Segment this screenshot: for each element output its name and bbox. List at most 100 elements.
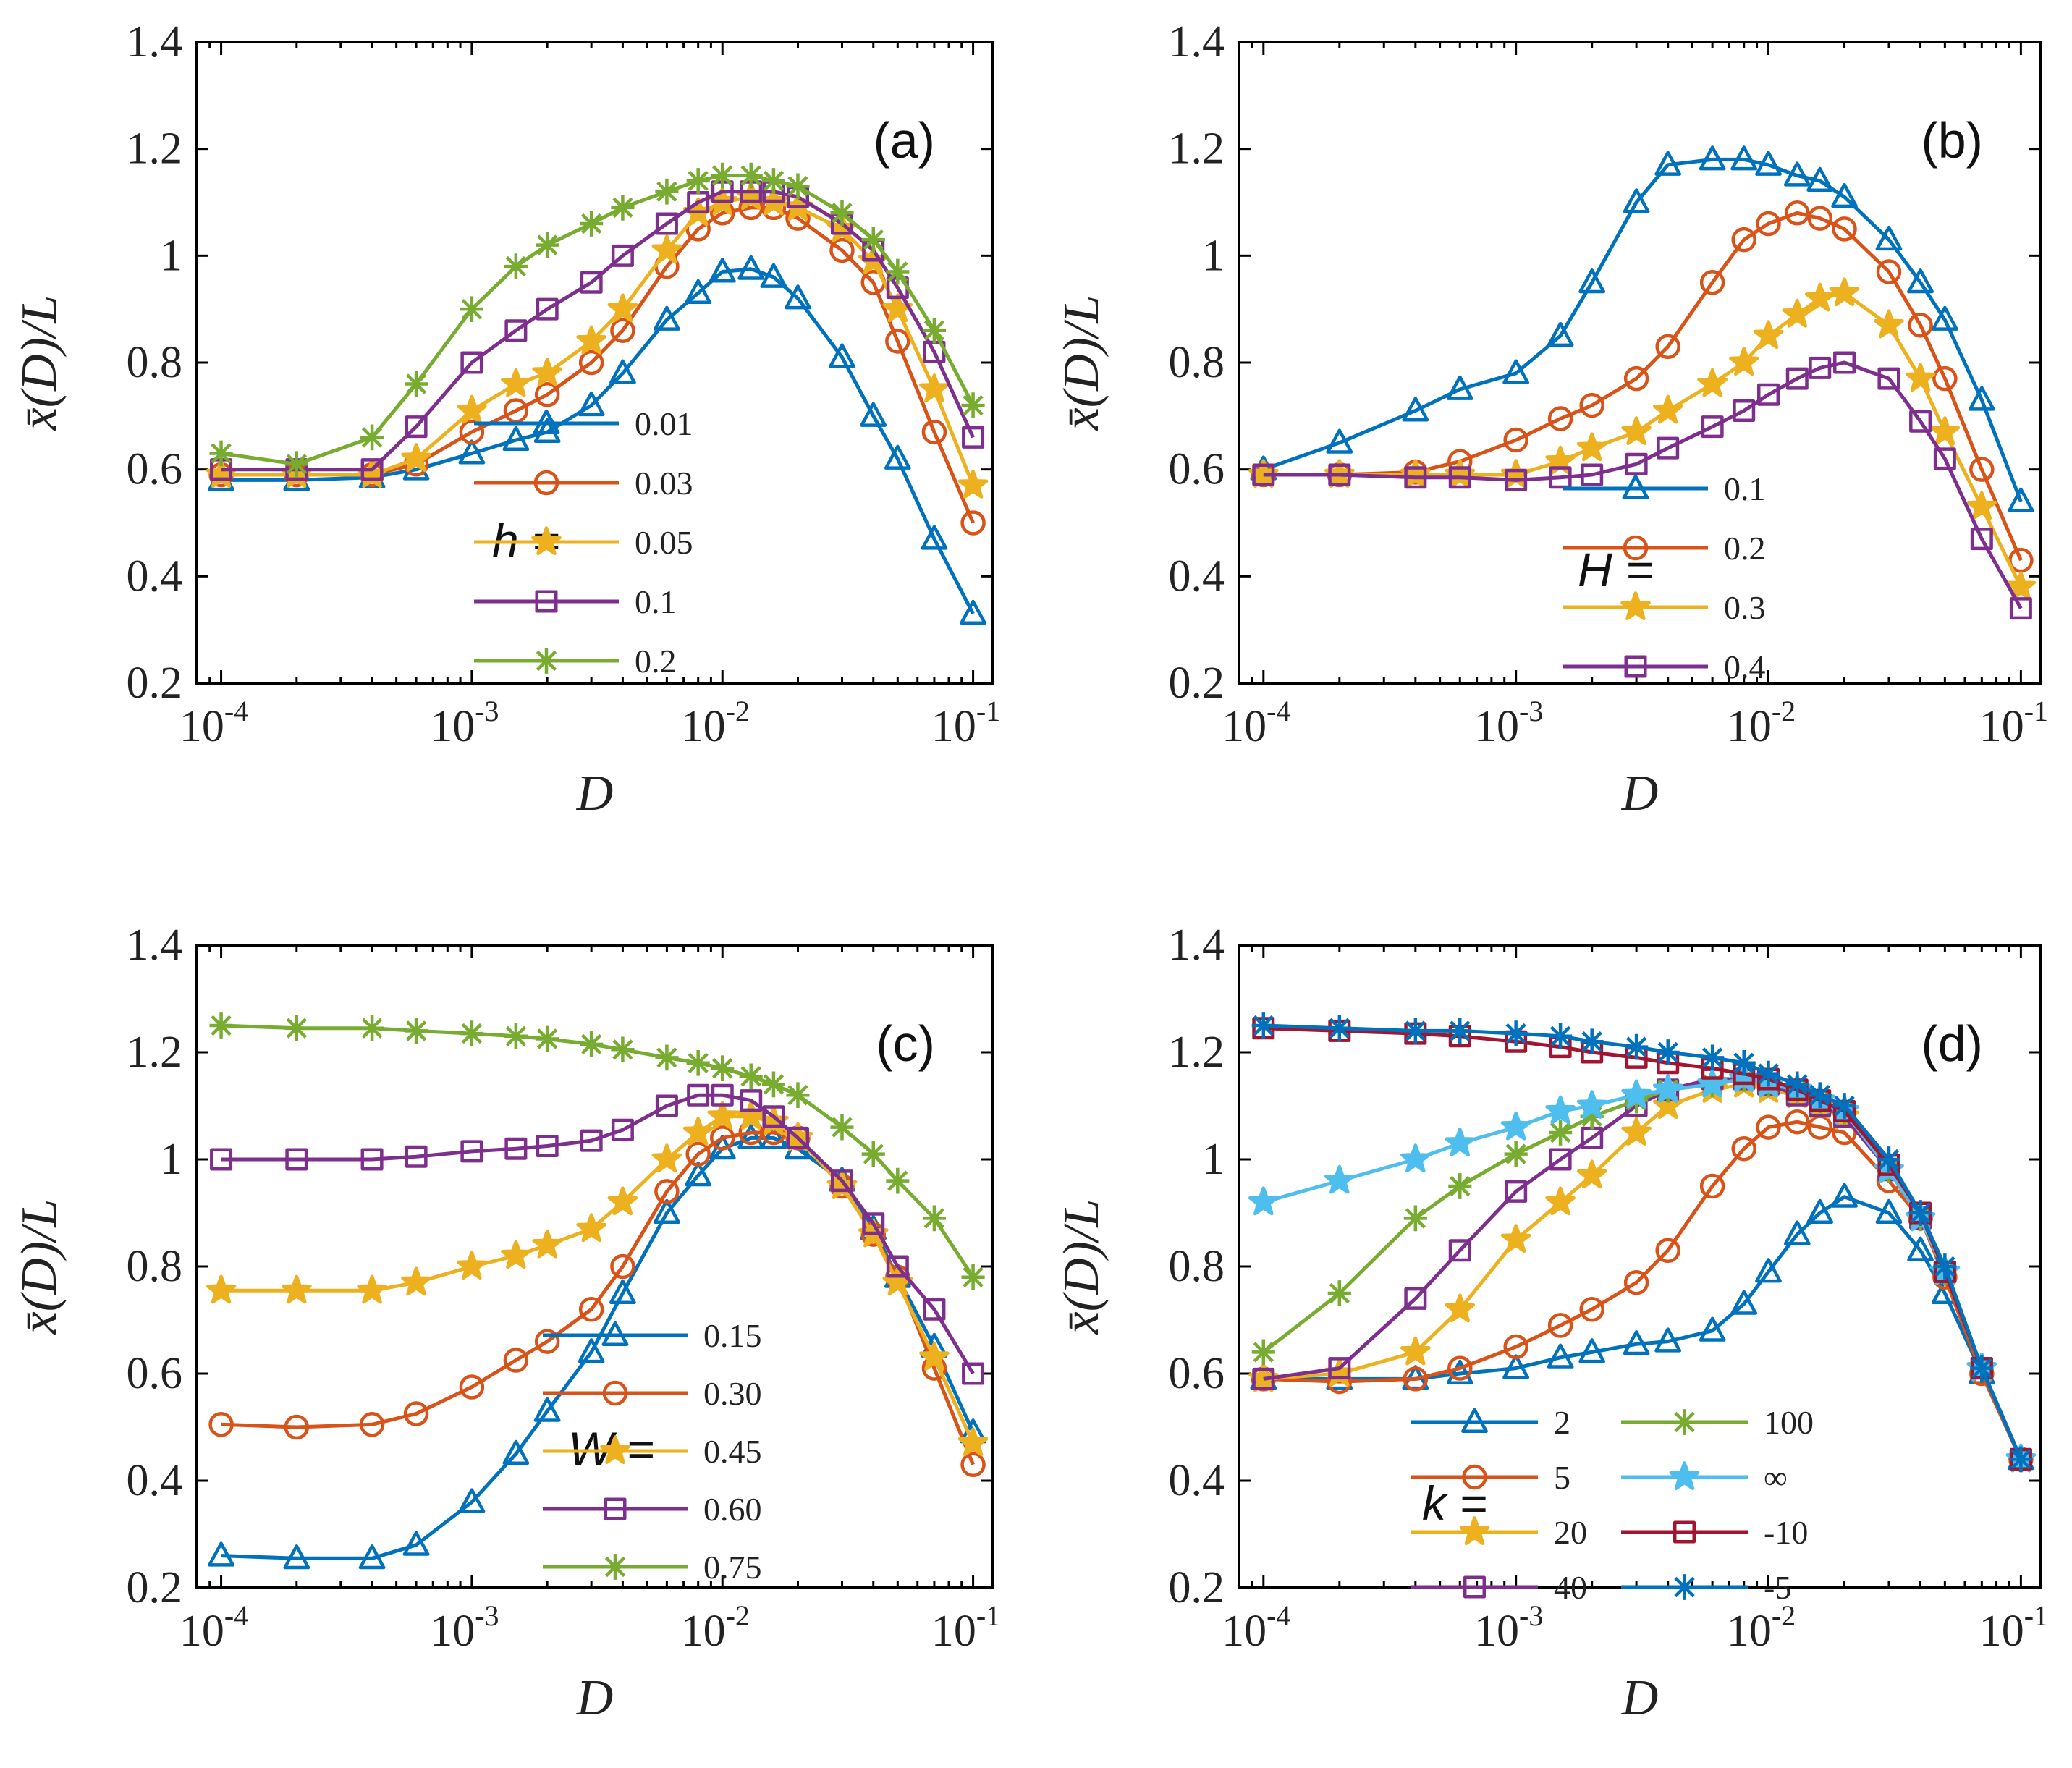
- legend-entry: 0.45: [543, 1433, 762, 1470]
- chart-panel-b: 0.2 0.4 0.6 0.8 1 1.2 1.4 10-4 10-3 10-2 10-1 Dx̄(D…: [1054, 17, 2048, 821]
- data-point: [919, 1342, 950, 1371]
- data-point: [1785, 367, 1809, 390]
- x-tick-label: 10-1: [931, 695, 1000, 751]
- data-point: [533, 418, 561, 443]
- y-axis-label: x̄(D)/L: [12, 1199, 67, 1335]
- data-point: [401, 443, 431, 472]
- legend-entry: 0.1: [474, 583, 677, 620]
- y-tick-label: 1: [1202, 231, 1225, 280]
- data-point: [459, 1374, 485, 1400]
- data-point: [401, 1266, 431, 1296]
- legend-entry: ∞: [1621, 1459, 1788, 1496]
- x-tick-label: 10-2: [681, 1599, 750, 1656]
- data-point: [1785, 1071, 1809, 1098]
- data-point: [960, 1452, 986, 1478]
- x-tick-label: 10-4: [1222, 1599, 1290, 1656]
- data-point: [460, 1140, 483, 1163]
- data-point: [284, 1015, 308, 1041]
- legend: W =0.150.300.450.600.75: [543, 1317, 762, 1586]
- legend-entry: 0.4: [1563, 648, 1766, 685]
- data-point: [609, 1279, 636, 1304]
- data-point: [576, 1213, 606, 1243]
- data-point: [1877, 367, 1900, 390]
- data-point: [1909, 1201, 1932, 1225]
- data-point: [886, 1255, 909, 1278]
- data-point: [1782, 298, 1813, 328]
- data-point: [1654, 1327, 1682, 1353]
- legend-label: 0.4: [1724, 648, 1766, 685]
- data-point: [785, 284, 811, 310]
- y-tick-label: 0.8: [1169, 338, 1225, 387]
- legend: H = 0.1 0.2 0.3 0.4: [1563, 470, 1766, 685]
- data-point: [1908, 1200, 1932, 1226]
- legend-entry: 5: [1411, 1459, 1570, 1496]
- data-point: [1933, 1253, 1957, 1280]
- chart-panel-c: 0.2 0.4 0.6 0.8 1 1.2 1.4 10-4 10-3 10-2 10-1 Dx̄(D…: [12, 921, 1000, 1726]
- data-point: [281, 1274, 312, 1304]
- data-point: [1327, 1015, 1351, 1041]
- y-tick-label: 1.2: [127, 1028, 183, 1077]
- data-point: [711, 1055, 735, 1082]
- y-tick-label: 1.2: [127, 124, 183, 174]
- legend-label: -5: [1764, 1569, 1791, 1606]
- legend-entry: 20: [1411, 1514, 1587, 1551]
- data-point: [578, 1296, 604, 1322]
- data-point: [1504, 1141, 1528, 1167]
- data-point: [1252, 1017, 1275, 1040]
- data-point: [957, 470, 989, 499]
- data-point: [360, 1148, 384, 1171]
- data-point: [209, 1012, 233, 1039]
- data-point: [1755, 151, 1782, 176]
- legend-label: 0.3: [1724, 589, 1766, 626]
- x-tick-label: 10-3: [430, 695, 499, 751]
- data-point: [504, 319, 528, 342]
- data-point: [1652, 394, 1683, 424]
- legend-title: H =: [1578, 543, 1654, 596]
- x-axis-label: D: [1621, 766, 1659, 821]
- data-point: [711, 1083, 734, 1107]
- data-point: [1909, 410, 1932, 433]
- data-point: [1874, 309, 1904, 339]
- series-0.60: [210, 1083, 985, 1385]
- data-point: [1757, 383, 1780, 406]
- data-point: [1251, 1339, 1275, 1366]
- data-point: [654, 1179, 680, 1204]
- y-tick-label: 1.4: [127, 921, 183, 970]
- panel-label: (c): [876, 1015, 935, 1072]
- data-point: [284, 451, 308, 478]
- data-point: [1829, 277, 1860, 307]
- data-point: [886, 258, 910, 285]
- legend-marker: [1623, 535, 1649, 561]
- data-point: [504, 253, 528, 279]
- data-point: [1931, 305, 1958, 331]
- data-point: [1655, 334, 1680, 360]
- data-point: [607, 1186, 638, 1216]
- y-tick-label: 1: [160, 231, 182, 280]
- data-point: [654, 305, 680, 331]
- data-point: [739, 1063, 763, 1090]
- data-point: [1505, 468, 1528, 491]
- data-point: [1545, 1095, 1576, 1125]
- data-point: [861, 227, 885, 253]
- data-point: [709, 1125, 735, 1151]
- data-point: [707, 1101, 738, 1130]
- data-point: [1732, 1049, 1756, 1076]
- data-point: [709, 258, 736, 283]
- y-tick-label: 0.2: [1169, 1563, 1225, 1612]
- data-point: [1404, 1287, 1427, 1310]
- data-point: [1621, 1117, 1652, 1146]
- data-point: [611, 1118, 634, 1141]
- data-point: [655, 1094, 678, 1117]
- x-axis-label: D: [1621, 1670, 1659, 1726]
- y-axis-label: x̄(D)/L: [12, 295, 67, 431]
- legend-entry: 0.3: [1563, 589, 1766, 626]
- data-point: [578, 1338, 605, 1363]
- legend-marker: [1673, 1574, 1696, 1600]
- data-point: [580, 211, 604, 237]
- data-point: [860, 402, 887, 427]
- x-tick-label: 10-4: [1222, 695, 1290, 751]
- data-point: [580, 1129, 603, 1152]
- legend-marker: [1673, 1409, 1696, 1435]
- legend-marker: [534, 648, 559, 674]
